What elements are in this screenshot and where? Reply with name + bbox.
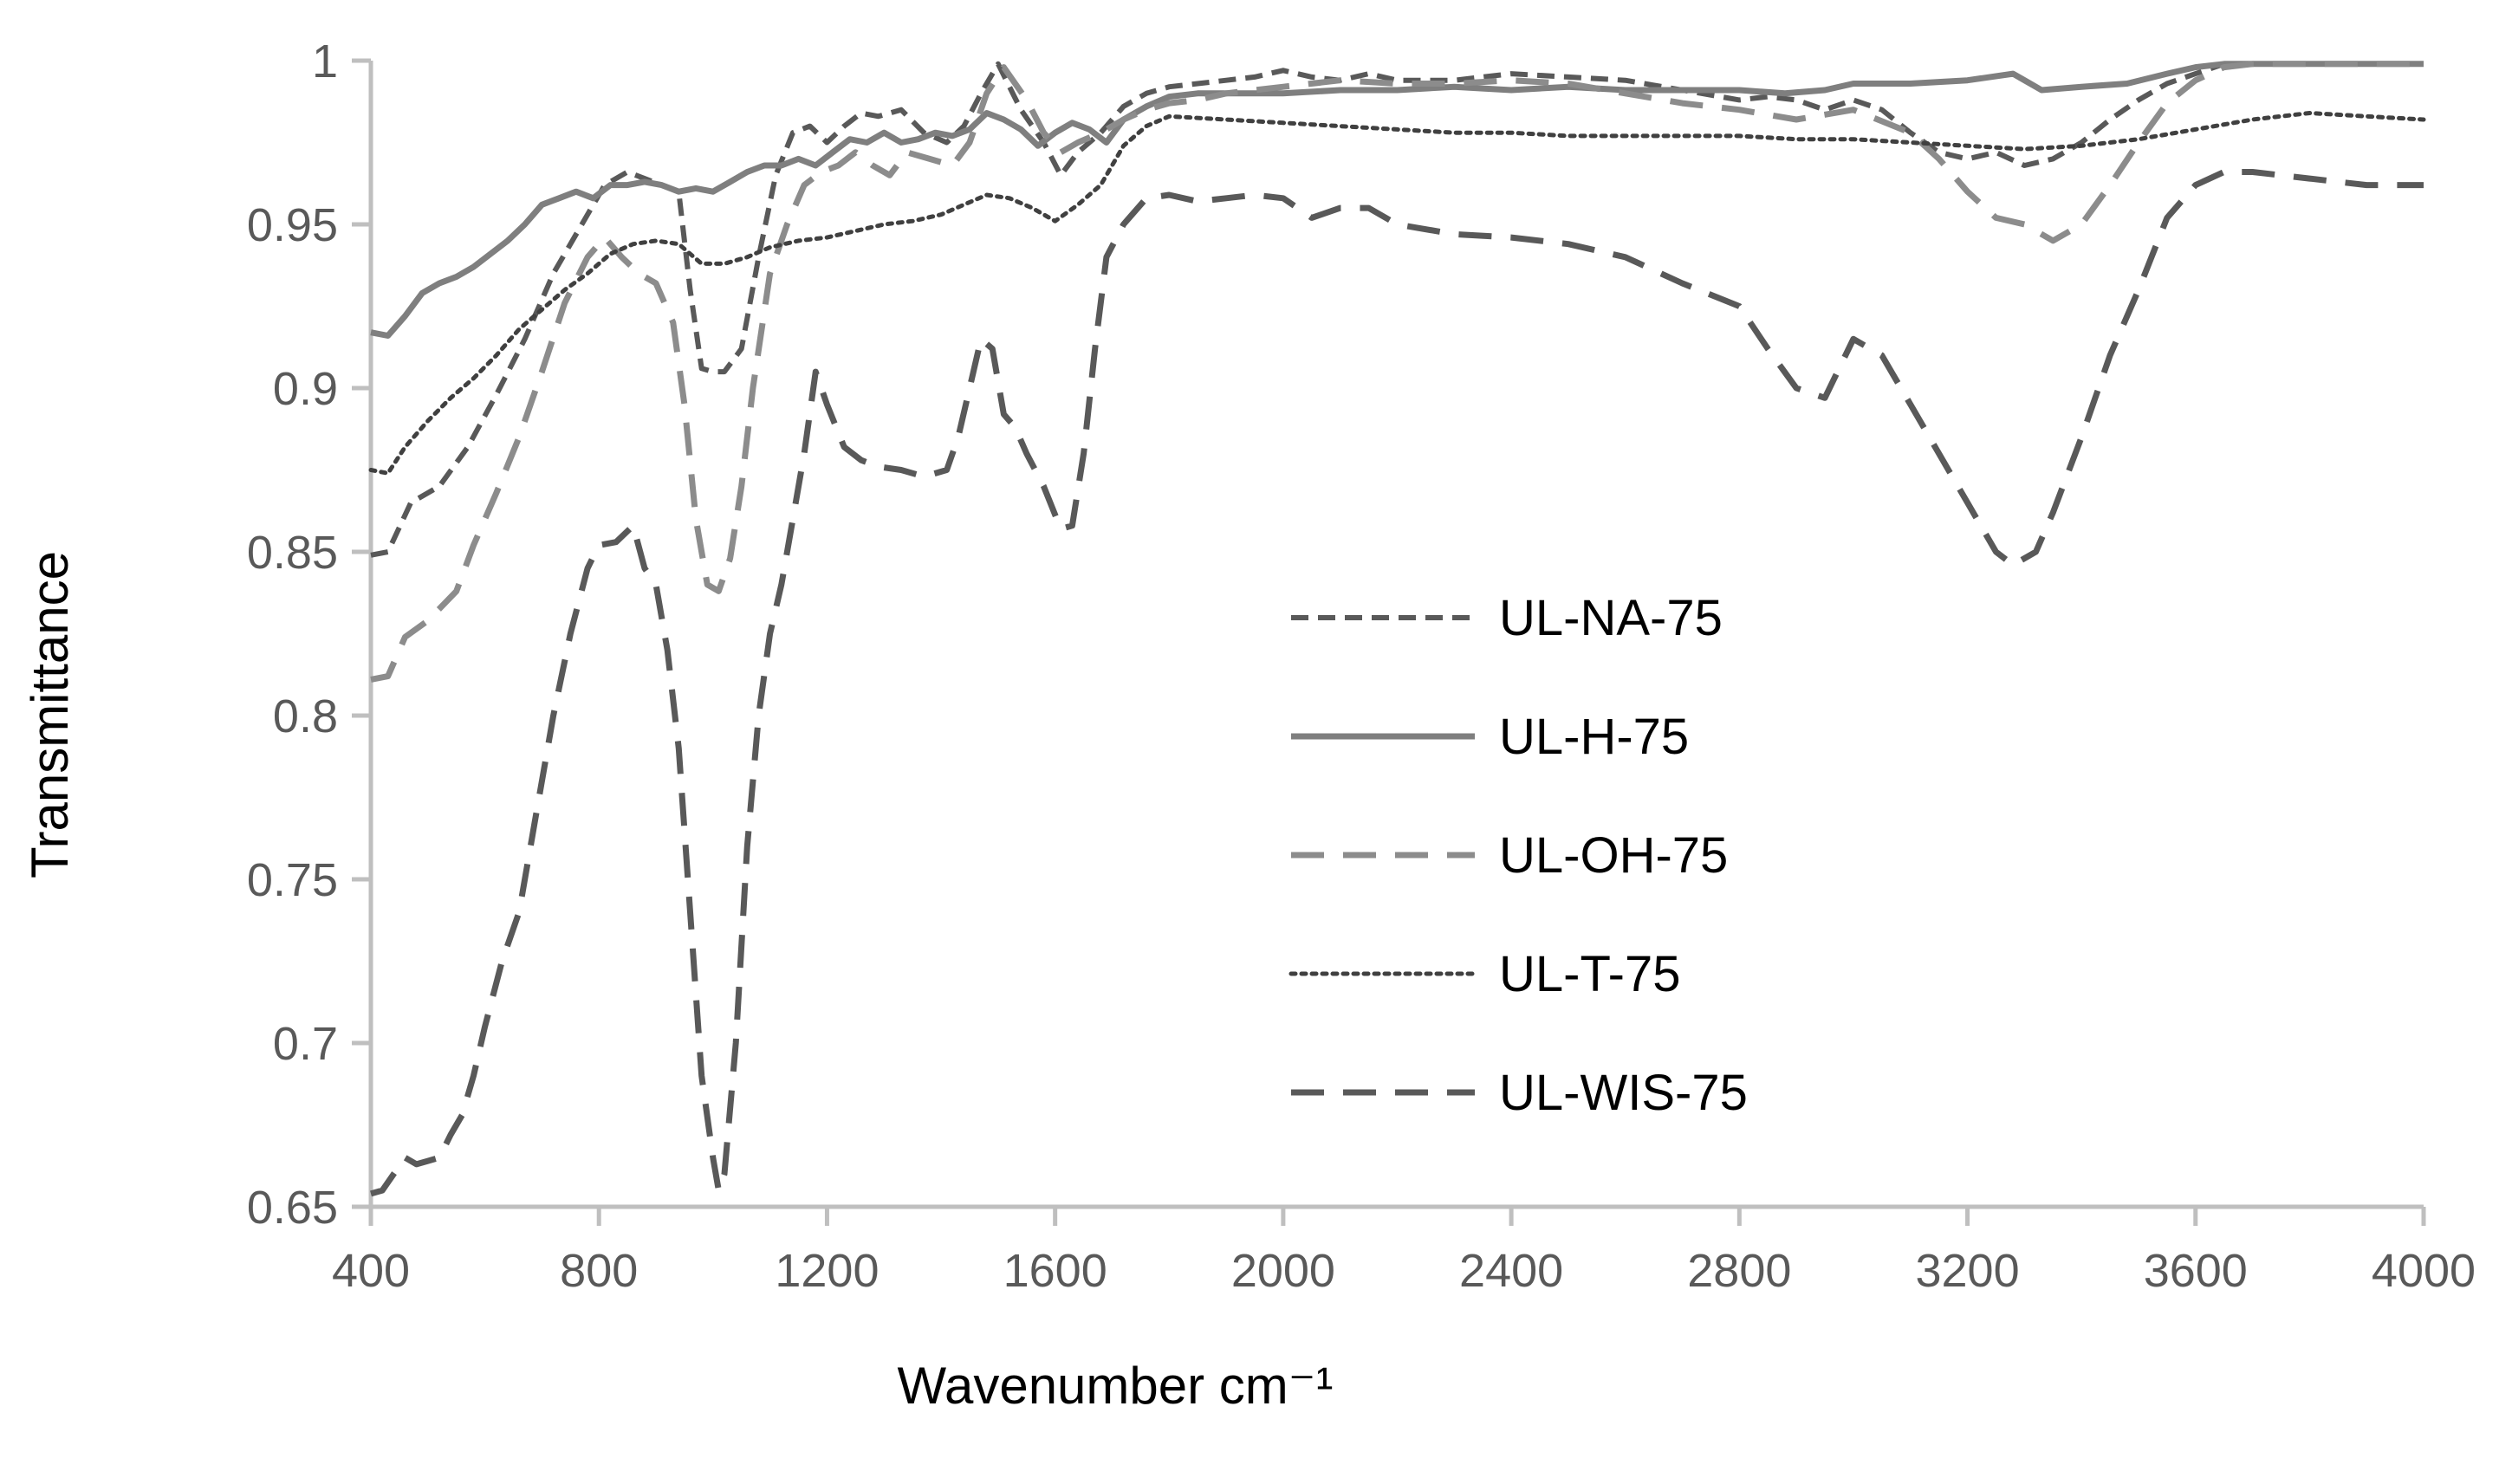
y-tick-label: 0.85 xyxy=(247,527,338,579)
x-tick-label: 4000 xyxy=(2372,1245,2476,1297)
x-tick-label: 1600 xyxy=(1003,1245,1107,1297)
y-tick-label: 1 xyxy=(312,36,338,87)
x-tick-label: 3200 xyxy=(1915,1245,2019,1297)
series-line-ul-oh-75 xyxy=(370,61,2424,683)
series-line-ul-wis-75 xyxy=(370,169,2424,1197)
x-tick-label: 2000 xyxy=(1231,1245,1335,1297)
y-axis-title: Transmittance xyxy=(21,551,79,878)
axes: 0.65 0.7 0.75 0.8 0.85 0.9 0.95 1 400 800 1200 1600… xyxy=(247,36,2476,1297)
y-tick-label: 0.65 xyxy=(247,1182,338,1234)
y-tick-label: 0.75 xyxy=(247,854,338,906)
x-tick-label: 2800 xyxy=(1687,1245,1791,1297)
series-lines xyxy=(368,61,2426,1197)
x-tick-label: 1200 xyxy=(775,1245,879,1297)
legend-label-ul-h-75: UL-H-75 xyxy=(1499,709,1689,765)
y-tick-label: 0.8 xyxy=(273,690,338,742)
x-tick-label: 800 xyxy=(560,1245,638,1297)
y-tick-label: 0.95 xyxy=(247,199,338,251)
series-line-ul-t-75 xyxy=(368,111,2426,476)
y-tick-label: 0.9 xyxy=(273,363,338,415)
legend-label-ul-wis-75: UL-WIS-75 xyxy=(1499,1065,1748,1121)
legend-label-ul-oh-75: UL-OH-75 xyxy=(1499,827,1728,884)
legend-label-ul-na-75: UL-NA-75 xyxy=(1499,590,1723,646)
series-line-ul-h-75 xyxy=(370,61,2424,339)
x-tick-label: 3600 xyxy=(2144,1245,2248,1297)
x-axis-title: Wavenumber cm⁻¹ xyxy=(898,1357,1334,1415)
legend-label-ul-t-75: UL-T-75 xyxy=(1499,946,1681,1002)
y-tick-label: 0.7 xyxy=(273,1018,338,1070)
x-tick-label: 2400 xyxy=(1459,1245,1563,1297)
series-line-ul-na-75 xyxy=(370,61,2424,558)
legend: UL-NA-75 UL-H-75 UL-OH-75 UL-T-75 UL-WIS-75 xyxy=(1288,590,1748,1121)
x-tick-label: 400 xyxy=(332,1245,410,1297)
